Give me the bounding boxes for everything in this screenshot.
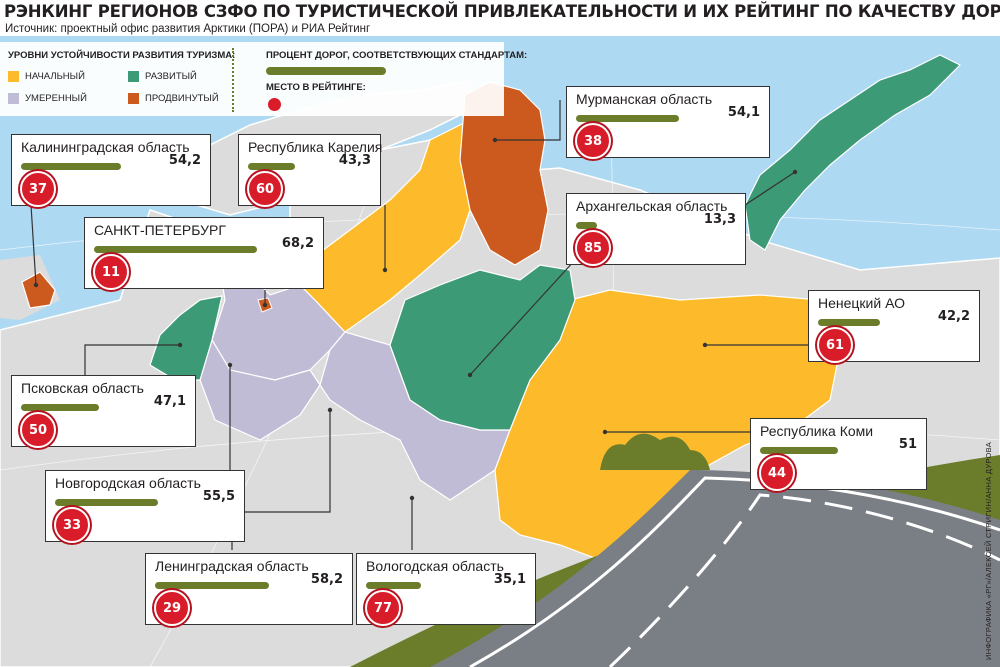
legend-level-item: УМЕРЕННЫЙ (8, 93, 87, 104)
region-name: Республика Коми (760, 423, 874, 439)
legend-rank-dot (268, 98, 281, 111)
region-name: Мурманская область (576, 91, 713, 107)
legend-level-label: РАЗВИТЫЙ (145, 71, 197, 82)
rank-badge: 50 (20, 412, 56, 448)
source-note: Источник: проектный офис развития Арктик… (5, 23, 371, 35)
region-kaliningrad (21, 271, 56, 309)
region-name: САНКТ-ПЕТЕРБУРГ (94, 222, 226, 238)
region-card: Ленинградская область 58,2 29 (145, 553, 353, 626)
road-percent-value: 47,1 (153, 394, 186, 409)
road-percent-value: 13,3 (703, 212, 736, 227)
rank-badge: 77 (365, 590, 401, 626)
region-murmansk-oblast (459, 81, 549, 266)
road-percent-bar (760, 447, 838, 454)
rank-badge: 85 (575, 230, 611, 266)
road-edge-line (469, 476, 1000, 667)
region-card: Псковская область 47,1 50 (11, 375, 196, 448)
region-name: Вологодская область (366, 558, 504, 574)
legend-level-label: ПРОДВИНУТЫЙ (145, 93, 219, 104)
legend: УРОВНИ УСТОЙЧИВОСТИ РАЗВИТИЯ ТУРИЗМА: НА… (0, 42, 527, 116)
legend-level-label: НАЧАЛЬНЫЙ (25, 71, 85, 82)
road-percent-value: 42,2 (937, 309, 970, 324)
legend-swatch (8, 93, 19, 104)
road-center-line (608, 493, 1000, 667)
region-card: Республика Карелия 43,3 60 (238, 134, 383, 207)
region-card: Архангельская область 13,3 85 (566, 193, 746, 266)
road-percent-bar (94, 246, 257, 253)
road-percent-value: 54,2 (168, 153, 201, 168)
road-percent-value: 58,2 (310, 572, 343, 587)
road-percent-bar (576, 222, 597, 229)
legend-level-item: РАЗВИТЫЙ (128, 71, 197, 82)
legend-level-item: ПРОДВИНУТЫЙ (128, 93, 219, 104)
road-percent-bar (248, 163, 295, 170)
region-name: Ненецкий АО (818, 295, 906, 311)
road-percent-value: 35,1 (493, 572, 526, 587)
region-nenets-ao (744, 54, 962, 251)
legend-divider (232, 48, 234, 112)
region-card: Ненецкий АО 42,2 61 (808, 290, 980, 363)
road-percent-bar (21, 404, 99, 411)
legend-roads-title: ПРОЦЕНТ ДОРОГ, СООТВЕТСТВУЮЩИХ СТАНДАРТА… (266, 50, 528, 61)
legend-level-item: НАЧАЛЬНЫЙ (8, 71, 85, 82)
credit-note: ИНФОГРАФИКА «РГ»/АЛЕКСЕЙ СТРИГИН/АННА ДУ… (984, 441, 993, 660)
page-title: РЭНКИНГ РЕГИОНОВ СЗФО ПО ТУРИСТИЧЕСКОЙ П… (4, 2, 1000, 21)
legend-swatch (8, 71, 19, 82)
legend-rank-title: МЕСТО В РЕЙТИНГЕ: (266, 82, 366, 93)
road-percent-bar (366, 582, 421, 589)
legend-level-label: УМЕРЕННЫЙ (25, 93, 87, 104)
road-percent-bar (55, 499, 158, 506)
rank-badge: 61 (817, 327, 853, 363)
region-card: Мурманская область 54,1 38 (566, 86, 770, 159)
region-name: Калининградская область (21, 139, 190, 155)
rank-badge: 29 (154, 590, 190, 626)
region-name: Ленинградская область (155, 558, 309, 574)
region-card: Калининградская область 54,2 37 (11, 134, 211, 207)
legend-swatch (128, 93, 139, 104)
region-card: Вологодская область 35,1 77 (356, 553, 536, 626)
region-name: Новгородская область (55, 475, 201, 491)
region-card: Новгородская область 55,5 33 (45, 470, 245, 543)
forest-shape (600, 433, 710, 470)
road-percent-bar (576, 115, 679, 122)
road-percent-value: 51 (898, 437, 917, 452)
region-card: САНКТ-ПЕТЕРБУРГ 68,2 11 (84, 217, 324, 290)
region-arkhangelsk-oblast (389, 264, 576, 431)
region-name: Республика Карелия (248, 139, 383, 155)
road-percent-value: 43,3 (338, 153, 371, 168)
region-card: Республика Коми 51 44 (750, 418, 927, 491)
legend-levels-title: УРОВНИ УСТОЙЧИВОСТИ РАЗВИТИЯ ТУРИЗМА: (8, 50, 236, 61)
road-percent-bar (155, 582, 269, 589)
rank-badge: 38 (575, 123, 611, 159)
rank-badge: 37 (20, 171, 56, 207)
road-asphalt (430, 470, 1000, 667)
rank-badge: 33 (54, 507, 90, 543)
road-percent-value: 68,2 (281, 236, 314, 251)
road-percent-bar (818, 319, 880, 326)
region-name: Архангельская область (576, 198, 728, 214)
road-percent-value: 54,1 (727, 105, 760, 120)
rank-badge: 60 (247, 171, 283, 207)
legend-road-bar (266, 67, 386, 75)
region-name: Псковская область (21, 380, 144, 396)
rank-badge: 44 (759, 455, 795, 491)
rank-badge: 11 (93, 254, 129, 290)
road-percent-value: 55,5 (202, 489, 235, 504)
legend-swatch (128, 71, 139, 82)
road-percent-bar (21, 163, 121, 170)
